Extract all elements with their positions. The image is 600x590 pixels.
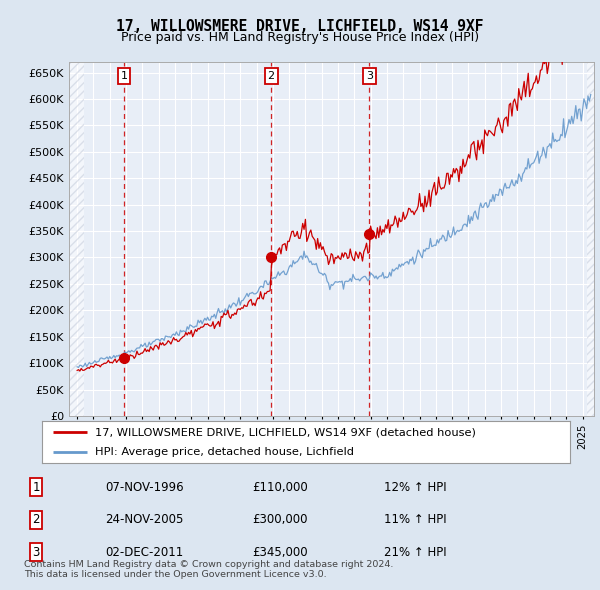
Text: 17, WILLOWSMERE DRIVE, LICHFIELD, WS14 9XF: 17, WILLOWSMERE DRIVE, LICHFIELD, WS14 9… (116, 19, 484, 34)
Text: 24-NOV-2005: 24-NOV-2005 (105, 513, 184, 526)
Text: 02-DEC-2011: 02-DEC-2011 (105, 546, 183, 559)
Text: 2: 2 (32, 513, 40, 526)
Text: HPI: Average price, detached house, Lichfield: HPI: Average price, detached house, Lich… (95, 447, 354, 457)
Text: £345,000: £345,000 (252, 546, 308, 559)
Text: 21% ↑ HPI: 21% ↑ HPI (384, 546, 446, 559)
Text: Price paid vs. HM Land Registry's House Price Index (HPI): Price paid vs. HM Land Registry's House … (121, 31, 479, 44)
Text: 3: 3 (32, 546, 40, 559)
Text: 17, WILLOWSMERE DRIVE, LICHFIELD, WS14 9XF (detached house): 17, WILLOWSMERE DRIVE, LICHFIELD, WS14 9… (95, 427, 476, 437)
Text: 1: 1 (121, 71, 127, 81)
Bar (587, 62, 594, 416)
Text: 11% ↑ HPI: 11% ↑ HPI (384, 513, 446, 526)
Text: 07-NOV-1996: 07-NOV-1996 (105, 481, 184, 494)
Text: 1: 1 (32, 481, 40, 494)
Text: 3: 3 (366, 71, 373, 81)
Bar (69, 62, 84, 416)
Text: £300,000: £300,000 (252, 513, 308, 526)
Text: Contains HM Land Registry data © Crown copyright and database right 2024.
This d: Contains HM Land Registry data © Crown c… (24, 560, 394, 579)
Text: £110,000: £110,000 (252, 481, 308, 494)
Text: 2: 2 (268, 71, 275, 81)
Text: 12% ↑ HPI: 12% ↑ HPI (384, 481, 446, 494)
